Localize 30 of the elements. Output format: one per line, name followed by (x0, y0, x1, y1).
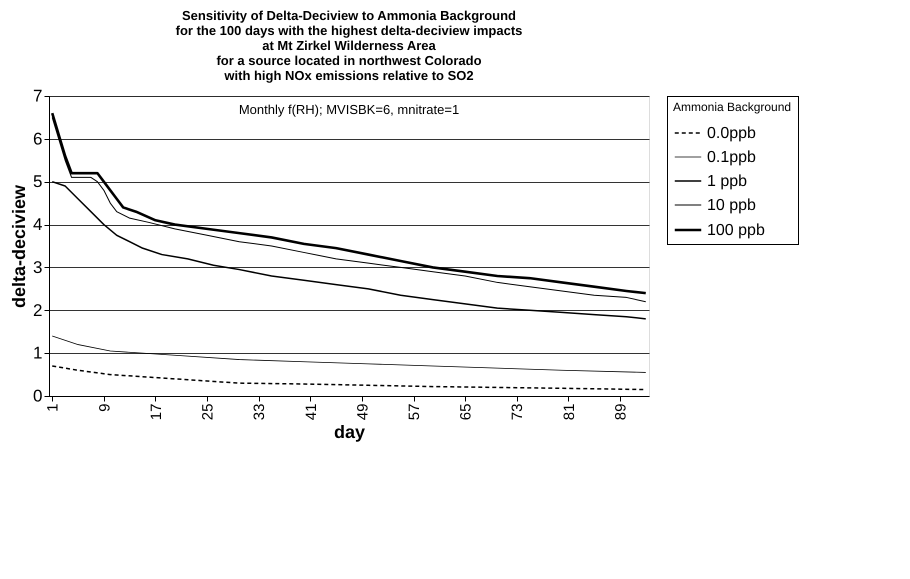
y-tick-label: 4 (33, 215, 42, 234)
y-tick-label: 5 (33, 172, 42, 192)
x-axis-title: day (334, 422, 366, 442)
x-tick-label: 73 (509, 404, 526, 420)
legend-title: Ammonia Background (673, 100, 792, 114)
y-tick-label: 1 (33, 344, 42, 363)
x-tick-label: 89 (612, 404, 630, 420)
x-tick-label: 65 (458, 404, 475, 420)
legend-label: 0.1ppb (707, 149, 756, 166)
x-tick-label: 57 (406, 404, 424, 420)
legend-label: 100 ppb (707, 222, 765, 239)
x-tick-label: 1 (44, 404, 62, 412)
x-tick-label: 81 (560, 404, 578, 420)
legend-label: 1 ppb (707, 173, 748, 190)
x-tick-label: 33 (251, 404, 268, 420)
y-tick-label: 6 (33, 129, 42, 148)
legend-label: 10 ppb (707, 197, 756, 214)
legend-label: 0.0ppb (707, 125, 756, 142)
x-tick-label: 25 (200, 404, 217, 420)
y-tick-label: 0 (33, 386, 42, 406)
annotation: Monthly f(RH); MVISBK=6, mnitrate=1 (238, 102, 460, 117)
y-tick-label: 7 (33, 86, 42, 106)
y-axis-title: delta-deciview (9, 184, 30, 308)
x-tick-label: 49 (354, 404, 372, 420)
chart-title: Sensitivity of Delta-Deciview to Ammonia Background for the 100 days with the highest delta-deciview impacts at Mt Zirkel Wilderness Area for a source located in northwest Colorado with high NOx emissions relative to SO2 (176, 8, 522, 83)
x-tick-label: 9 (96, 404, 114, 412)
y-tick-label: 3 (33, 258, 42, 277)
x-tick-label: 17 (148, 404, 165, 420)
y-tick-label: 2 (33, 300, 42, 320)
x-tick-label: 41 (302, 404, 320, 420)
